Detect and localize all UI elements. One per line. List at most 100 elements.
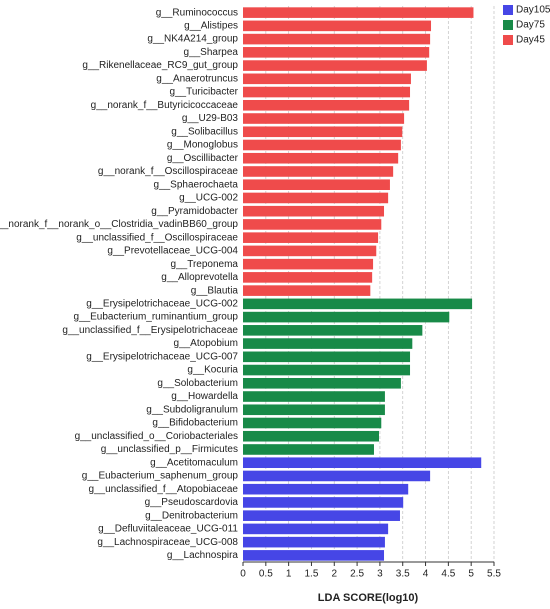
bar [243, 550, 385, 561]
category-label: g__Sharpea [184, 47, 239, 58]
category-label: g__Ruminococcus [156, 7, 238, 18]
bar [243, 166, 394, 177]
category-label: g__Turicibacter [169, 87, 238, 98]
category-label: g__unclassified_p__Firmicutes [101, 444, 238, 455]
bar [243, 444, 374, 455]
bar [243, 536, 385, 548]
category-label: g__norank_f__Oscillospiraceae [98, 166, 239, 177]
x-tick-label: 2.5 [350, 569, 364, 580]
legend-swatch [503, 20, 513, 30]
bar [243, 47, 430, 58]
category-label: g__Kocuria [187, 365, 238, 376]
bar [243, 470, 431, 482]
category-label: g__Bifidobacterium [152, 418, 238, 429]
category-label: g__Erysipelotrichaceae_UCG-007 [86, 351, 238, 362]
bar [243, 325, 423, 336]
bar [243, 510, 400, 521]
category-label: g__unclassified_f__Erysipelotrichaceae [62, 325, 238, 336]
category-label: g__unclassified_o__Coriobacteriales [75, 431, 238, 442]
bar [243, 457, 482, 469]
bar [243, 86, 411, 98]
bar [243, 338, 413, 349]
category-label: g__unclassified_f__Atopobiaceae [88, 484, 238, 495]
category-label: g__Lachnospira [167, 550, 239, 561]
category-label: g__Eubacterium_saphenum_group [82, 471, 239, 482]
bar [243, 152, 399, 164]
x-axis-label: LDA SCORE(log10) [318, 592, 419, 604]
bar [243, 377, 401, 389]
category-label: g__U29-B03 [182, 113, 239, 124]
category-label: g__Denitrobacterium [145, 510, 238, 521]
category-label: g__norank_f__norank_o__Clostridia_vadinB… [0, 219, 238, 230]
category-label: g__Anaerotruncus [156, 73, 238, 84]
category-label: g__Pseudoscardovia [145, 497, 239, 508]
bar [243, 391, 385, 402]
category-label: g__norank_f__Butyricicoccaceae [91, 100, 239, 111]
bar [243, 113, 405, 124]
category-label: g__Acetitomaculum [150, 457, 238, 468]
bar [243, 232, 379, 243]
bar [243, 179, 390, 191]
bar [243, 351, 411, 363]
category-label: g__Atopobium [174, 338, 239, 349]
bar [243, 430, 379, 442]
bar [243, 311, 450, 323]
category-label: g__Monoglobus [167, 140, 238, 151]
x-tick-label: 5 [468, 569, 474, 580]
category-label: g__NK4A214_group [147, 34, 238, 45]
bar [243, 272, 373, 283]
legend-label: Day45 [516, 35, 545, 46]
category-label: g__Lachnospiraceae_UCG-008 [97, 537, 238, 548]
bar [243, 73, 411, 85]
bar [243, 139, 401, 151]
bar [243, 523, 389, 535]
bar [243, 417, 382, 429]
category-label: g__Defluviitaleaceae_UCG-011 [98, 524, 238, 535]
bar [243, 33, 431, 45]
x-tick-label: 2 [331, 569, 337, 580]
category-label: g__unclassified_f__Oscillospiraceae [76, 232, 238, 243]
bar [243, 20, 432, 32]
category-label: g__Blautia [191, 285, 239, 296]
category-label: g__Solobacterium [157, 378, 238, 389]
x-tick-label: 3.5 [396, 569, 410, 580]
category-label: g__Subdoligranulum [146, 404, 238, 415]
bar [243, 99, 410, 111]
category-label: g__Eubacterium_ruminantium_group [73, 312, 238, 323]
category-label: g__Alistipes [184, 20, 238, 31]
category-label: g__Solibacillus [171, 126, 238, 137]
bar [243, 60, 427, 71]
category-label: g__UCG-002 [179, 193, 238, 204]
bar [243, 126, 403, 138]
bar [243, 404, 385, 416]
bar [243, 298, 473, 310]
category-label: g__Treponema [171, 259, 239, 270]
legend-swatch [503, 5, 513, 15]
x-tick-label: 3 [377, 569, 383, 580]
bar [243, 285, 371, 296]
bar [243, 205, 385, 217]
x-tick-label: 0.5 [259, 569, 273, 580]
x-tick-label: 1.5 [305, 569, 319, 580]
bar [243, 364, 411, 376]
legend-label: Day75 [516, 20, 545, 31]
category-label: g__Alloprevotella [161, 272, 238, 283]
bar [243, 192, 389, 204]
bar [243, 258, 374, 270]
x-tick-label: 1 [286, 569, 292, 580]
bar [243, 245, 377, 257]
x-tick-label: 0 [240, 569, 246, 580]
category-label: g__Erysipelotrichaceae_UCG-002 [86, 298, 238, 309]
x-tick-label: 4 [423, 569, 429, 580]
category-label: g__Prevotellaceae_UCG-004 [107, 246, 238, 257]
category-label: g__Oscillibacter [167, 153, 239, 164]
bar [243, 219, 382, 230]
bar [243, 7, 474, 18]
legend-label: Day105 [516, 5, 550, 16]
bar [243, 497, 404, 508]
category-label: g__Pyramidobacter [151, 206, 238, 217]
category-label: g__Rikenellaceae_RC9_gut_group [82, 60, 238, 71]
legend-swatch [503, 35, 513, 45]
category-label: g__Howardella [171, 391, 238, 402]
